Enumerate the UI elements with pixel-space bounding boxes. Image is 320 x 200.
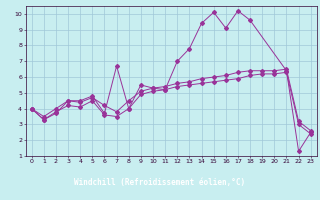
Text: Windchill (Refroidissement éolien,°C): Windchill (Refroidissement éolien,°C) <box>75 178 245 186</box>
